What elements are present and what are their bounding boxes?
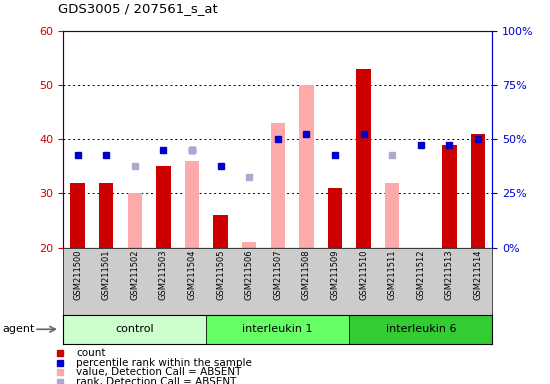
Bar xyxy=(271,123,285,248)
Text: GSM211511: GSM211511 xyxy=(388,250,397,300)
Bar xyxy=(385,183,399,248)
Bar xyxy=(299,85,314,248)
Text: GSM211503: GSM211503 xyxy=(159,250,168,300)
Bar xyxy=(99,183,113,248)
Bar xyxy=(70,183,85,248)
Bar xyxy=(128,194,142,248)
Text: value, Detection Call = ABSENT: value, Detection Call = ABSENT xyxy=(76,367,242,377)
Text: GSM211505: GSM211505 xyxy=(216,250,225,300)
Bar xyxy=(471,134,485,248)
Text: GSM211506: GSM211506 xyxy=(245,250,254,300)
Text: count: count xyxy=(76,348,106,358)
Bar xyxy=(442,145,456,248)
Text: control: control xyxy=(116,324,154,334)
Text: percentile rank within the sample: percentile rank within the sample xyxy=(76,358,252,368)
Text: GDS3005 / 207561_s_at: GDS3005 / 207561_s_at xyxy=(58,2,217,15)
Text: GSM211500: GSM211500 xyxy=(73,250,82,300)
Text: GSM211514: GSM211514 xyxy=(474,250,482,300)
Bar xyxy=(328,188,342,248)
Text: GSM211508: GSM211508 xyxy=(302,250,311,300)
Text: GSM211510: GSM211510 xyxy=(359,250,368,300)
Text: GSM211512: GSM211512 xyxy=(416,250,425,300)
Text: rank, Detection Call = ABSENT: rank, Detection Call = ABSENT xyxy=(76,377,237,384)
Text: interleukin 1: interleukin 1 xyxy=(243,324,313,334)
Bar xyxy=(185,161,199,248)
Bar xyxy=(206,315,349,344)
Bar xyxy=(156,166,170,248)
Text: GSM211502: GSM211502 xyxy=(130,250,139,300)
Text: interleukin 6: interleukin 6 xyxy=(386,324,456,334)
Bar xyxy=(213,215,228,248)
Bar xyxy=(349,315,492,344)
Text: GSM211504: GSM211504 xyxy=(188,250,196,300)
Text: agent: agent xyxy=(3,324,35,334)
Text: GSM211509: GSM211509 xyxy=(331,250,339,300)
Text: GSM211513: GSM211513 xyxy=(445,250,454,300)
Bar xyxy=(63,315,206,344)
Text: GSM211501: GSM211501 xyxy=(102,250,111,300)
Text: GSM211507: GSM211507 xyxy=(273,250,282,300)
Bar xyxy=(242,242,256,248)
Bar xyxy=(356,69,371,248)
